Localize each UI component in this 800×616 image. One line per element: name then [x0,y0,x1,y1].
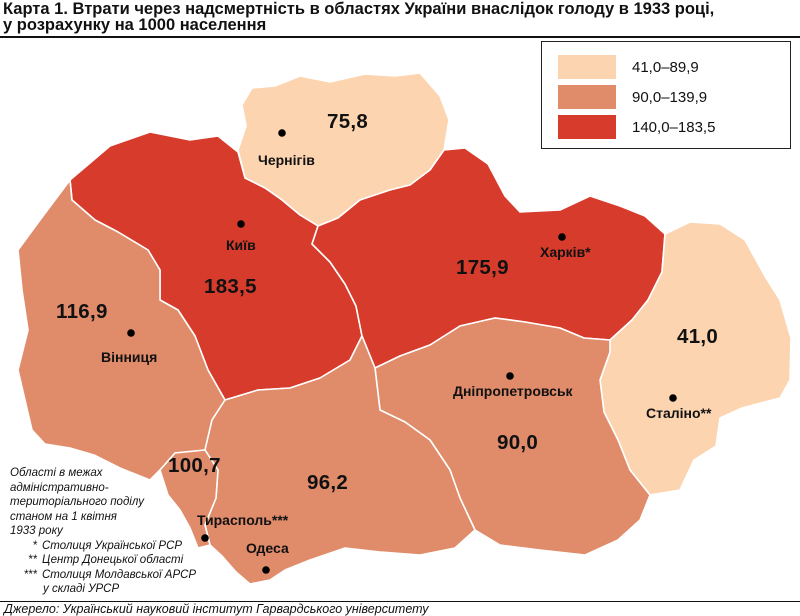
legend-label: 41,0–89,9 [632,58,699,76]
city-dot-kharkiv [558,233,566,241]
city-label-stalino: Сталіно** [646,405,712,421]
city-dot-tiraspol [201,534,209,542]
legend-item: 41,0–89,9 [558,55,699,79]
city-dot-stalino [669,394,677,402]
city-dot-kyiv [237,220,245,228]
bottom-rule [0,601,800,602]
value-moldavian: 100,7 [168,454,221,477]
footnote-mark: * [32,539,37,552]
value-odesa: 96,2 [307,471,349,494]
value-vinnytsia: 116,9 [56,300,108,323]
city-label-kharkiv: Харків* [540,244,591,260]
city-dot-chernihiv [278,129,286,137]
footnote-text: Центр Донецької області [42,554,184,566]
value-stalino: 41,0 [677,325,719,348]
note-intro-line: територіального поділу [10,496,144,508]
value-chernihiv: 75,8 [327,110,369,133]
legend-label: 90,0–139,9 [632,88,708,106]
footnote-capital: * Столиця Української РСР [10,539,220,554]
legend-item: 90,0–139,9 [558,85,707,109]
note-intro-line: адміністративно- [10,481,109,494]
footnote-mark: ** [28,554,37,566]
footnote-mark: *** [23,568,37,581]
city-label-dnipro: Дніпропетровськ [453,383,573,399]
title-rule [0,36,800,38]
city-label-odesa: Одеса [246,540,289,556]
city-label-vinnytsia: Вінниця [101,349,158,365]
note-intro-line: станом на 1 квітня [10,510,117,523]
city-label-chernihiv: Чернігів [258,152,315,168]
map-legend: 41,0–89,9 90,0–139,9 140,0–183,5 [541,41,791,149]
note-intro-line: Області в межах [10,467,103,479]
source-note: Джерело: Український науковий інститут Г… [4,602,429,616]
legend-label: 140,0–183,5 [632,118,716,136]
ukraine-oblast-map [17,72,792,585]
note-intro-line: 1933 року [10,525,63,537]
legend-swatch [558,55,616,79]
region-moldavian-assr [159,449,219,549]
footnote-continuation: у складі УРСР [43,583,120,595]
footnote-donetsk: ** Центр Донецької області [10,553,220,568]
footnote-text: Столиця Молдавської АРСР [42,568,197,581]
map-notes: Області в межах адміністративно- територ… [10,466,220,597]
legend-swatch [558,115,616,139]
city-dot-dnipro [506,372,514,380]
city-label-tiraspol: Тирасполь*** [197,512,289,528]
city-label-kyiv: Київ [226,237,256,253]
value-kharkiv: 175,9 [456,256,509,279]
city-dots [127,129,677,574]
title-line-2: у розрахунку на 1000 населення [3,16,267,34]
value-dnipro: 90,0 [497,431,539,454]
footnote-moldavian: *** Столиця Молдавської АРСР [10,568,220,583]
city-dot-odesa [262,566,270,574]
city-dot-vinnytsia [127,329,135,337]
legend-swatch [558,85,616,109]
legend-item: 140,0–183,5 [558,115,715,139]
value-kyiv: 183,5 [204,275,257,298]
footnote-text: Столиця Української РСР [42,539,183,552]
map-title: Карта 1. Втрати через надсмертність в об… [3,0,797,34]
title-line-1: Карта 1. Втрати через надсмертність в об… [3,0,715,18]
